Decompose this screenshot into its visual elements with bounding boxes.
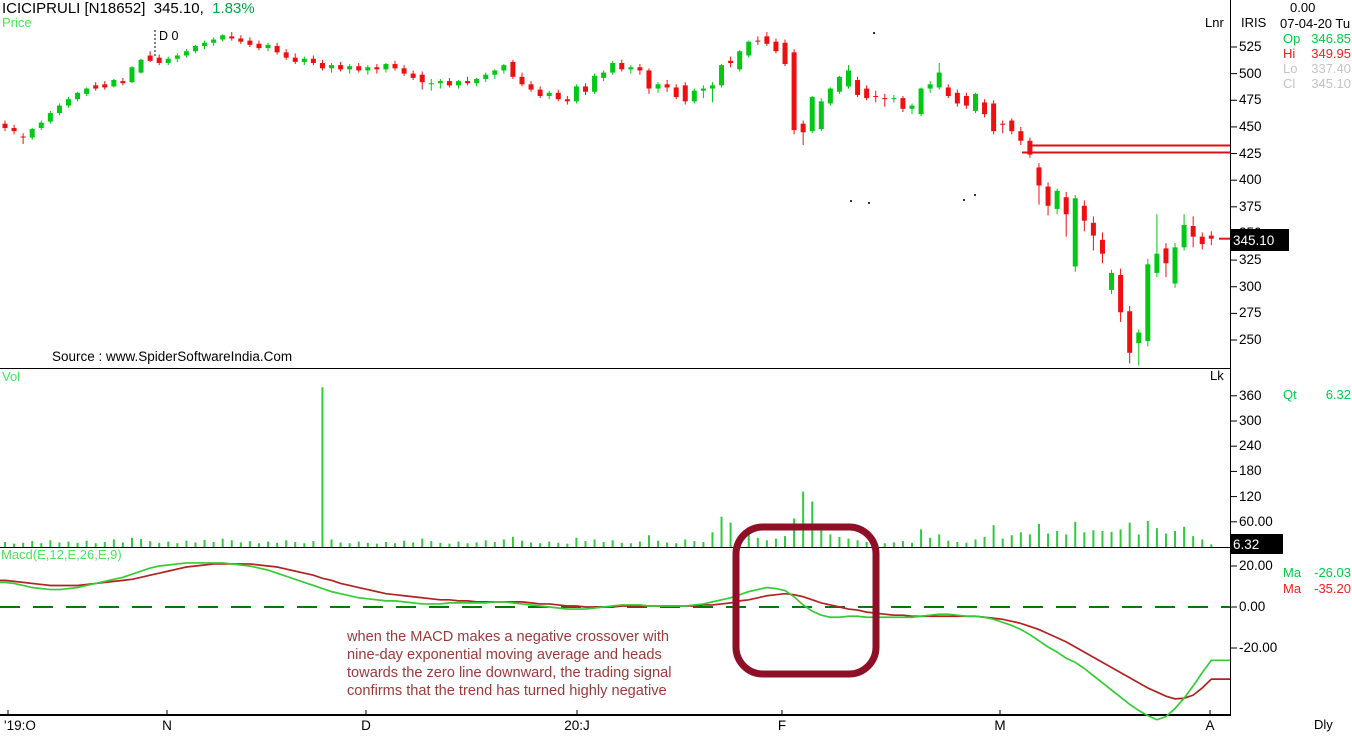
trading-app-window: ICICIPRULI [N18652] 345.10, 1.83% Price … (0, 0, 1352, 740)
chart-area[interactable] (0, 0, 1352, 740)
